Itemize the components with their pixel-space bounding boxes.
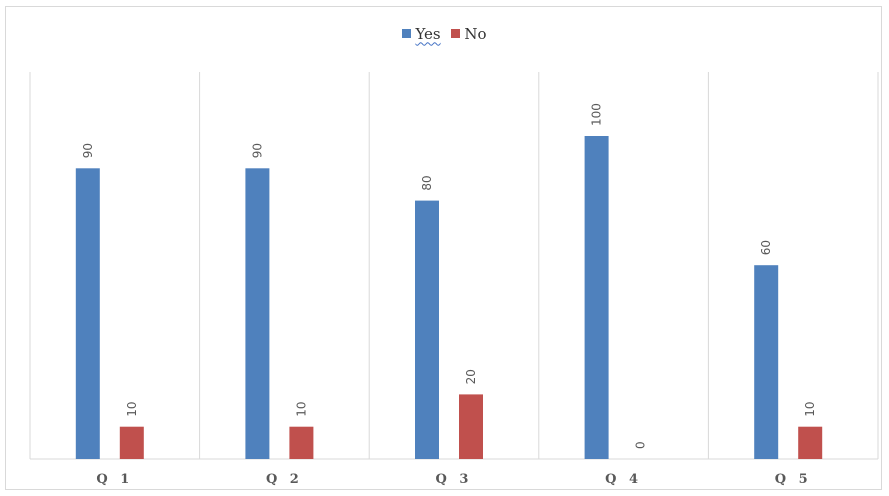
legend-item-yes: Yes	[402, 24, 441, 43]
legend-label-no: No	[464, 24, 487, 43]
legend-item-no: No	[451, 24, 487, 43]
data-label-no-4: 0	[634, 441, 648, 449]
legend-label-yes: Yes	[415, 24, 441, 43]
x-tick-label: Q 3	[436, 472, 473, 487]
legend-swatch-yes	[402, 29, 412, 38]
data-label-no-2: 10	[294, 401, 308, 416]
data-label-yes-1: 90	[81, 143, 95, 158]
x-tick-label: Q 2	[266, 472, 303, 487]
bar-no-3	[459, 394, 483, 459]
data-label-no-1: 10	[125, 401, 139, 416]
chart-frame	[5, 6, 882, 490]
data-label-no-3: 20	[464, 369, 478, 384]
bar-yes-1	[75, 168, 100, 460]
legend: Yes No	[0, 24, 889, 43]
data-label-yes-4: 100	[590, 103, 604, 126]
legend-swatch-no	[451, 29, 461, 38]
bar-yes-3	[415, 200, 439, 459]
bar-no-5	[798, 426, 823, 459]
x-tick-label: Q 1	[96, 472, 133, 487]
data-label-yes-3: 80	[420, 175, 434, 190]
bar-yes-4	[584, 136, 609, 459]
bar-no-2	[289, 426, 314, 459]
x-tick-label: Q 4	[605, 472, 642, 487]
bar-yes-5	[754, 265, 779, 459]
data-label-yes-5: 60	[759, 240, 773, 255]
bar-yes-2	[245, 168, 270, 460]
data-label-yes-2: 90	[250, 143, 264, 158]
data-label-no-5: 10	[803, 401, 817, 416]
bar-no-1	[119, 426, 144, 459]
x-tick-label: Q 5	[775, 472, 812, 487]
